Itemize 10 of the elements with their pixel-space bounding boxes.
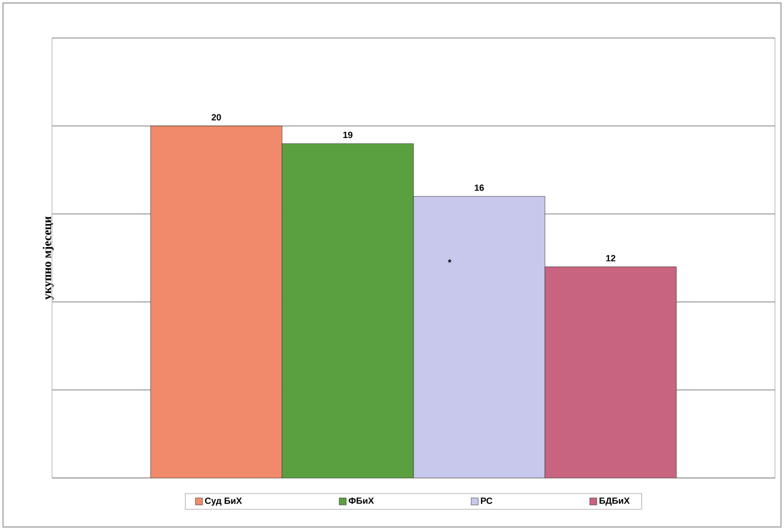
legend-label: БДБиХ [600, 498, 630, 506]
data-label: 16 [474, 184, 484, 191]
annotation: * [448, 259, 452, 263]
data-label: 12 [606, 255, 616, 262]
data-label: 19 [343, 132, 352, 138]
data-label: 20 [212, 114, 221, 120]
legend-label: Суд БиХ [205, 498, 242, 506]
legend-label: РС [480, 498, 492, 504]
y-axis-title: укупно мјесеци [42, 216, 54, 300]
legend-label: ФБиХ [348, 498, 374, 504]
